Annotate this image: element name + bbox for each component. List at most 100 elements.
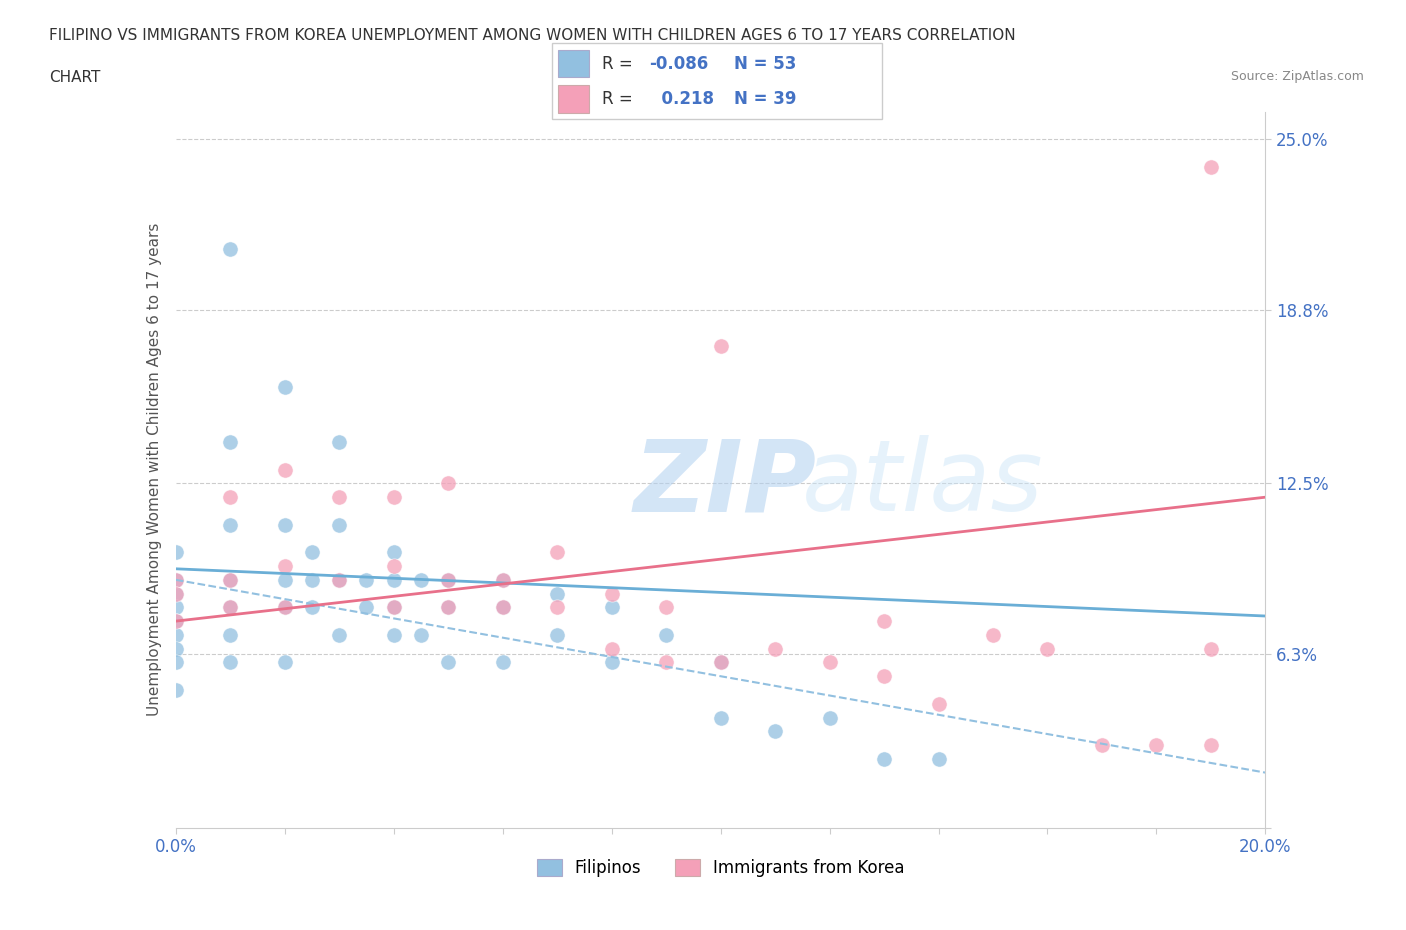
Legend: Filipinos, Immigrants from Korea: Filipinos, Immigrants from Korea [530,852,911,883]
Point [382,628,405,643]
Point [165,614,187,629]
Point [274,655,297,670]
Point [546,545,568,560]
Point [274,600,297,615]
Point [437,600,460,615]
Point [165,600,187,615]
Point [165,655,187,670]
Text: atlas: atlas [803,435,1043,533]
Point [165,628,187,643]
Text: ZIP: ZIP [633,435,817,533]
Point [219,600,242,615]
Point [437,572,460,587]
Point [219,434,242,449]
Point [356,572,378,587]
Point [382,490,405,505]
Point [437,655,460,670]
Point [328,628,350,643]
Text: R =: R = [602,90,638,108]
Point [274,462,297,477]
Bar [558,86,589,113]
Point [165,572,187,587]
Point [219,572,242,587]
Point [356,600,378,615]
Point [873,669,896,684]
Point [546,586,568,601]
Point [710,655,733,670]
Point [981,628,1004,643]
Point [710,655,733,670]
Point [928,751,950,766]
Bar [558,50,589,77]
Point [437,600,460,615]
Text: -0.086: -0.086 [650,55,709,73]
Text: R =: R = [602,55,638,73]
Point [873,614,896,629]
Point [600,642,623,657]
Point [274,559,297,574]
Point [492,572,515,587]
Point [655,655,678,670]
Text: N = 39: N = 39 [734,90,796,108]
Point [1199,737,1222,752]
Text: N = 53: N = 53 [734,55,796,73]
Text: CHART: CHART [49,70,101,85]
Text: FILIPINO VS IMMIGRANTS FROM KOREA UNEMPLOYMENT AMONG WOMEN WITH CHILDREN AGES 6 : FILIPINO VS IMMIGRANTS FROM KOREA UNEMPL… [49,28,1015,43]
Point [328,490,350,505]
Point [165,642,187,657]
Point [600,586,623,601]
Point [165,572,187,587]
Point [1036,642,1059,657]
Point [219,600,242,615]
Point [763,642,786,657]
Point [382,600,405,615]
Point [546,628,568,643]
Point [328,572,350,587]
Point [328,517,350,532]
Point [219,655,242,670]
Point [437,572,460,587]
Point [1144,737,1167,752]
Point [274,600,297,615]
Point [301,545,323,560]
Point [492,600,515,615]
Point [1091,737,1114,752]
Point [600,655,623,670]
Point [219,572,242,587]
Point [710,339,733,353]
Point [655,600,678,615]
Point [382,572,405,587]
Point [492,572,515,587]
Point [409,628,432,643]
Point [873,751,896,766]
Point [818,711,841,725]
Point [492,655,515,670]
Point [165,586,187,601]
Point [600,600,623,615]
Point [274,379,297,394]
Point [492,600,515,615]
Text: Source: ZipAtlas.com: Source: ZipAtlas.com [1230,70,1364,83]
Point [328,572,350,587]
Point [165,614,187,629]
Point [301,572,323,587]
Point [165,586,187,601]
Point [763,724,786,738]
Point [301,600,323,615]
Point [219,490,242,505]
Point [382,600,405,615]
Point [1199,642,1222,657]
Point [437,476,460,491]
Point [165,683,187,698]
Point [382,545,405,560]
Point [165,545,187,560]
Point [219,517,242,532]
Point [655,628,678,643]
Y-axis label: Unemployment Among Women with Children Ages 6 to 17 years: Unemployment Among Women with Children A… [146,223,162,716]
Point [928,697,950,711]
FancyBboxPatch shape [551,44,883,119]
Point [274,517,297,532]
Point [1199,159,1222,174]
Point [219,628,242,643]
Point [274,572,297,587]
